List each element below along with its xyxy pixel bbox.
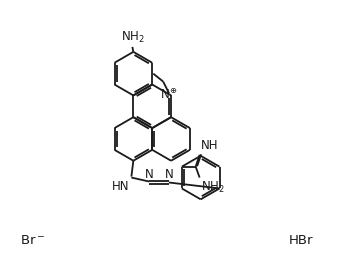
Text: NH: NH (201, 139, 218, 152)
Text: N: N (145, 167, 154, 181)
Text: N: N (161, 88, 170, 101)
Text: HBr: HBr (289, 234, 313, 247)
Text: NH$_2$: NH$_2$ (121, 30, 145, 45)
Text: HN: HN (112, 180, 129, 193)
Text: ⊕: ⊕ (170, 86, 177, 95)
Text: NH$_2$: NH$_2$ (201, 180, 225, 195)
Text: N: N (164, 167, 174, 181)
Text: Br$^-$: Br$^-$ (19, 234, 45, 247)
